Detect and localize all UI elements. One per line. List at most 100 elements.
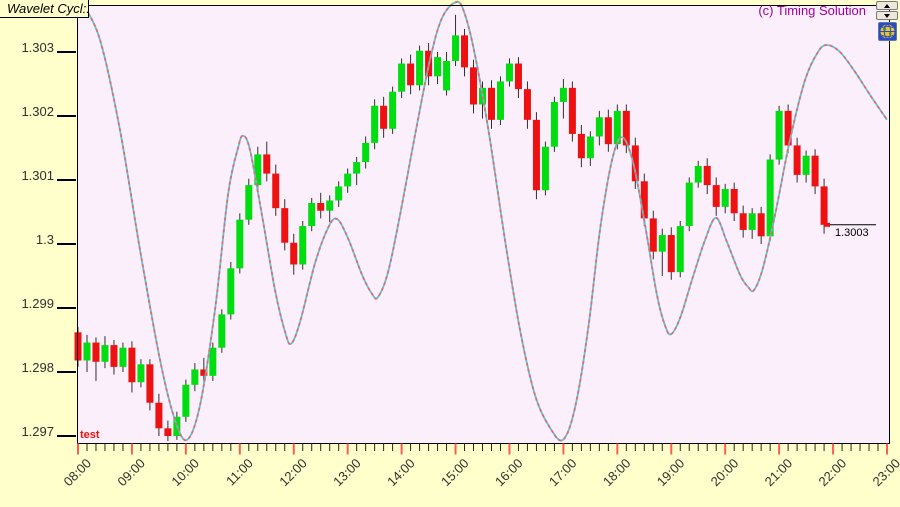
candle xyxy=(496,76,504,125)
candle xyxy=(254,146,262,193)
x-tick-label: 08:00 xyxy=(61,456,95,490)
candle xyxy=(434,52,442,84)
candles-series xyxy=(74,14,828,442)
candle xyxy=(137,359,145,388)
candle xyxy=(335,181,343,207)
candle xyxy=(182,379,190,422)
candle xyxy=(667,227,675,280)
candle xyxy=(694,160,702,188)
x-tick-label: 19:00 xyxy=(654,456,688,490)
candle xyxy=(146,359,154,411)
last-price-label: 1.3003 xyxy=(835,227,869,239)
x-tick-label: 11:00 xyxy=(223,456,256,489)
y-axis: 1.303 1.302 1.301 1.3 1.299 1.298 1.297 xyxy=(21,40,76,439)
x-tick-label: 13:00 xyxy=(330,456,364,490)
candle xyxy=(721,183,729,214)
candle xyxy=(218,309,226,353)
candle xyxy=(380,96,388,138)
candle xyxy=(523,81,531,129)
candle xyxy=(631,137,639,189)
candle xyxy=(676,220,684,278)
spinner-up-button[interactable] xyxy=(876,1,898,10)
candle xyxy=(775,105,783,165)
candle xyxy=(308,197,316,232)
candle xyxy=(604,109,612,152)
x-tick-label: 20:00 xyxy=(708,456,742,490)
down-arrow-icon xyxy=(884,13,890,18)
candle xyxy=(191,363,199,392)
candle xyxy=(290,233,298,275)
copyright-label: (c) Timing Solution xyxy=(758,3,866,18)
x-tick-label: 15:00 xyxy=(438,456,472,490)
candle xyxy=(550,96,558,152)
last-price-marker xyxy=(824,222,876,227)
candle xyxy=(281,199,289,251)
x-tick-label: 10:00 xyxy=(168,456,202,490)
candle xyxy=(568,81,576,142)
candle xyxy=(155,393,163,436)
y-tick-label: 1.298 xyxy=(21,360,54,375)
candle xyxy=(577,124,585,168)
panel-title-label: Wavelet Cycl:. xyxy=(7,1,89,16)
candle xyxy=(470,59,478,114)
candle xyxy=(362,136,370,169)
x-tick-label: 22:00 xyxy=(816,456,850,490)
candle xyxy=(712,177,720,216)
candle xyxy=(802,150,810,183)
zoom-spinner xyxy=(876,1,898,21)
candle xyxy=(344,168,352,193)
x-tick-label: 09:00 xyxy=(114,456,148,490)
candle xyxy=(658,228,666,276)
candle xyxy=(766,154,774,242)
candle xyxy=(757,206,765,244)
globe-icon xyxy=(880,24,895,39)
candle xyxy=(407,54,415,95)
candle xyxy=(299,220,307,270)
y-tick-label: 1.301 xyxy=(21,168,54,183)
y-tick-label: 1.303 xyxy=(21,40,54,55)
candle xyxy=(416,45,424,91)
x-tick-label: 17:00 xyxy=(546,456,580,490)
x-tick-label: 14:00 xyxy=(384,456,418,490)
candle xyxy=(685,177,693,232)
candle xyxy=(739,205,747,238)
candle xyxy=(128,341,136,393)
candle xyxy=(227,261,235,320)
candle xyxy=(487,80,495,129)
candle xyxy=(83,334,91,372)
candle xyxy=(92,337,100,381)
candle xyxy=(586,131,594,166)
candle xyxy=(532,112,540,200)
candle xyxy=(811,149,819,195)
candle xyxy=(452,14,460,67)
candle xyxy=(272,164,280,216)
candle xyxy=(101,336,109,369)
y-tick-label: 1.299 xyxy=(21,296,54,311)
candle xyxy=(461,28,469,77)
candle xyxy=(164,420,172,442)
candle xyxy=(793,137,801,183)
candle xyxy=(263,141,271,182)
candle xyxy=(371,99,379,150)
globe-button[interactable] xyxy=(878,22,897,41)
y-tick-label: 1.3 xyxy=(36,232,54,247)
x-tick-label: 23:00 xyxy=(870,456,900,490)
candle xyxy=(443,52,451,96)
candle xyxy=(541,141,549,196)
panel-title[interactable]: Wavelet Cycl:. xyxy=(0,0,89,18)
up-arrow-icon xyxy=(884,3,890,8)
x-tick-label: 12:00 xyxy=(276,456,310,490)
candle xyxy=(110,340,118,375)
candle xyxy=(595,110,603,146)
candle xyxy=(622,104,630,154)
x-tick-label: 18:00 xyxy=(600,456,634,490)
candle xyxy=(209,342,217,381)
wavelet-cycle-curve xyxy=(81,0,888,442)
x-tick-label: 21:00 xyxy=(762,456,796,490)
spinner-down-button[interactable] xyxy=(876,11,898,20)
candle xyxy=(748,208,756,239)
candle xyxy=(326,195,334,223)
last-close-tick xyxy=(824,222,830,227)
series-tag-label: test xyxy=(80,429,100,441)
